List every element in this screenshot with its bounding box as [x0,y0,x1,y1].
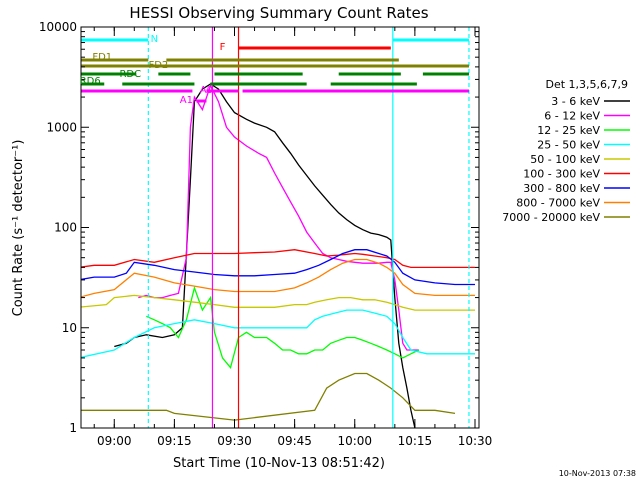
x-tick-label: 09:00 [97,434,132,448]
x-tick-label: 09:15 [157,434,192,448]
flag-label-fd2: FD2 [148,60,168,71]
legend-entry-label: 100 - 300 keV [523,168,600,181]
series-line-4 [81,309,475,358]
series-line-6 [81,249,475,269]
y-tick-label: 100 [54,221,77,235]
series-line-3 [146,285,420,369]
legend-entry-label: 50 - 100 keV [530,153,600,166]
legend-entry-label: 300 - 800 keV [523,182,600,195]
x-tick-label: 10:30 [458,434,493,448]
legend-entry-label: 7000 - 20000 keV [502,211,600,224]
x-tick-label: 10:00 [337,434,372,448]
legend-entry-label: 12 - 25 keV [537,124,600,137]
chart-title: HESSI Observing Summary Count Rates [129,4,428,22]
y-tick-label: 1 [69,421,77,435]
flag-label-a0: A0 [200,85,213,96]
series-line-2 [138,83,419,351]
series-line-5 [81,294,475,311]
legend-entry-label: 3 - 6 keV [551,95,600,108]
flag-label-rd6: RD6 [80,76,101,87]
series-line-7 [81,249,475,286]
x-tick-label: 09:45 [277,434,312,448]
legend-entry-label: 800 - 7000 keV [516,197,600,210]
series-line-8 [81,258,475,298]
footer-date: 10-Nov-2013 07:38 [559,469,636,478]
flag-label-f: F [220,42,226,53]
x-tick-label: 10:15 [398,434,433,448]
flag-label-rdc: RDC [119,69,141,80]
y-axis-label: Count Rate (s⁻¹ detector⁻¹) [11,140,26,317]
flag-label-a1: A1 [180,95,193,106]
axes: 1 10 100 1000 10000 09:00 09:15 09:30 09:45 10:00… [39,20,492,448]
x-axis-label: Start Time (10-Nov-13 08:51:42) [173,456,385,471]
y-tick-label: 10000 [39,20,77,34]
series-line-1 [114,83,416,428]
y-tick-label: 1000 [46,120,77,134]
x-tick-label: 09:30 [217,434,252,448]
plot-area [81,27,475,428]
series-line-9 [81,372,456,421]
flag-label-fd1: FD1 [92,52,112,63]
legend-entry-label: 25 - 50 keV [537,139,600,152]
legend-title: Det 1,3,5,6,7,9 [545,78,628,91]
flag-label-n: N [151,34,158,45]
legend-entry-label: 6 - 12 keV [544,110,600,123]
y-tick-label: 10 [62,321,77,335]
